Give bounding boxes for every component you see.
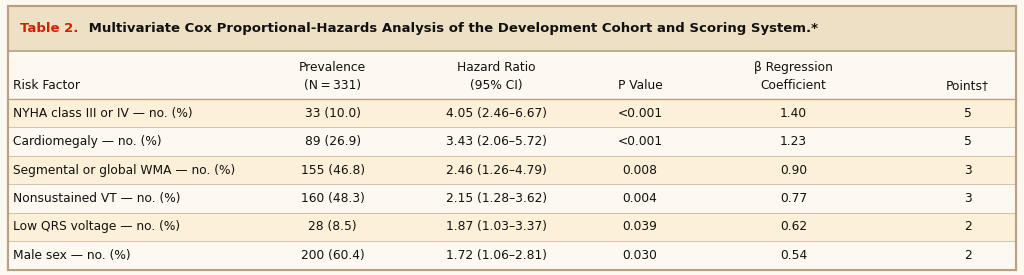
Text: 2: 2 (964, 220, 972, 233)
Text: 0.030: 0.030 (623, 249, 657, 262)
Text: Multivariate Cox Proportional-Hazards Analysis of the Development Cohort and Sco: Multivariate Cox Proportional-Hazards An… (84, 22, 818, 35)
Text: Table 2.: Table 2. (20, 22, 79, 35)
Bar (8, 99, 1016, 127)
Text: 3: 3 (964, 164, 972, 177)
Text: P Value: P Value (617, 79, 663, 92)
Text: 0.62: 0.62 (780, 220, 807, 233)
Text: Nonsustained VT — no. (%): Nonsustained VT — no. (%) (13, 192, 181, 205)
Text: (95% CI): (95% CI) (470, 79, 523, 92)
Text: 0.039: 0.039 (623, 220, 657, 233)
Text: 5: 5 (964, 135, 972, 148)
Text: 2.46 (1.26–4.79): 2.46 (1.26–4.79) (446, 164, 547, 177)
Text: 2.15 (1.28–3.62): 2.15 (1.28–3.62) (446, 192, 547, 205)
Text: Male sex — no. (%): Male sex — no. (%) (13, 249, 131, 262)
Bar (8, 51, 1016, 99)
Text: 1.72 (1.06–2.81): 1.72 (1.06–2.81) (446, 249, 547, 262)
Bar (8, 6, 1016, 51)
Text: 160 (48.3): 160 (48.3) (301, 192, 365, 205)
Text: 0.90: 0.90 (780, 164, 807, 177)
Text: Hazard Ratio: Hazard Ratio (458, 61, 536, 74)
Text: (N = 331): (N = 331) (304, 79, 361, 92)
Bar (8, 127, 1016, 156)
Text: 33 (10.0): 33 (10.0) (305, 107, 360, 120)
Text: Low QRS voltage — no. (%): Low QRS voltage — no. (%) (13, 220, 180, 233)
Text: 3.43 (2.06–5.72): 3.43 (2.06–5.72) (446, 135, 547, 148)
Text: 3: 3 (964, 192, 972, 205)
Text: Segmental or global WMA — no. (%): Segmental or global WMA — no. (%) (13, 164, 236, 177)
Text: Points†: Points† (946, 79, 989, 92)
Text: 0.77: 0.77 (780, 192, 807, 205)
Text: Prevalence: Prevalence (299, 61, 367, 74)
Text: 0.008: 0.008 (623, 164, 657, 177)
Text: 0.54: 0.54 (780, 249, 807, 262)
Bar (8, 241, 1016, 270)
Text: 28 (8.5): 28 (8.5) (308, 220, 357, 233)
Text: Coefficient: Coefficient (761, 79, 826, 92)
Text: 1.40: 1.40 (780, 107, 807, 120)
Text: 5: 5 (964, 107, 972, 120)
Text: 89 (26.9): 89 (26.9) (305, 135, 360, 148)
Text: 200 (60.4): 200 (60.4) (301, 249, 365, 262)
Text: 1.23: 1.23 (780, 135, 807, 148)
Text: 0.004: 0.004 (623, 192, 657, 205)
Text: 155 (46.8): 155 (46.8) (301, 164, 365, 177)
Text: 1.87 (1.03–3.37): 1.87 (1.03–3.37) (446, 220, 547, 233)
Text: NYHA class III or IV — no. (%): NYHA class III or IV — no. (%) (13, 107, 193, 120)
Text: Risk Factor: Risk Factor (13, 79, 80, 92)
Text: Cardiomegaly — no. (%): Cardiomegaly — no. (%) (13, 135, 162, 148)
Text: 4.05 (2.46–6.67): 4.05 (2.46–6.67) (446, 107, 547, 120)
Bar (8, 184, 1016, 213)
Text: 2: 2 (964, 249, 972, 262)
Bar (8, 156, 1016, 184)
Text: <0.001: <0.001 (617, 107, 663, 120)
Text: <0.001: <0.001 (617, 135, 663, 148)
Text: β Regression: β Regression (754, 61, 834, 74)
Bar (8, 213, 1016, 241)
